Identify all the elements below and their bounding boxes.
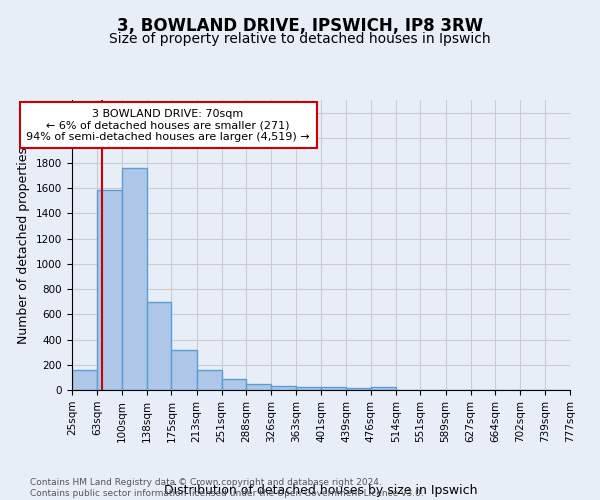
Bar bbox=[371, 388, 396, 390]
Bar bbox=[172, 350, 197, 390]
Bar bbox=[122, 168, 147, 390]
Bar bbox=[271, 386, 296, 390]
Bar bbox=[296, 388, 321, 390]
Text: Contains HM Land Registry data © Crown copyright and database right 2024.
Contai: Contains HM Land Registry data © Crown c… bbox=[30, 478, 424, 498]
Bar bbox=[321, 388, 346, 390]
Bar bbox=[72, 370, 97, 390]
Text: Size of property relative to detached houses in Ipswich: Size of property relative to detached ho… bbox=[109, 32, 491, 46]
Bar bbox=[147, 302, 172, 390]
Bar bbox=[221, 380, 246, 390]
X-axis label: Distribution of detached houses by size in Ipswich: Distribution of detached houses by size … bbox=[164, 484, 478, 496]
Text: 3 BOWLAND DRIVE: 70sqm
← 6% of detached houses are smaller (271)
94% of semi-det: 3 BOWLAND DRIVE: 70sqm ← 6% of detached … bbox=[26, 108, 310, 142]
Bar bbox=[346, 388, 371, 390]
Bar bbox=[246, 384, 271, 390]
Y-axis label: Number of detached properties: Number of detached properties bbox=[17, 146, 31, 344]
Bar bbox=[97, 190, 122, 390]
Text: 3, BOWLAND DRIVE, IPSWICH, IP8 3RW: 3, BOWLAND DRIVE, IPSWICH, IP8 3RW bbox=[117, 18, 483, 36]
Bar bbox=[197, 370, 221, 390]
